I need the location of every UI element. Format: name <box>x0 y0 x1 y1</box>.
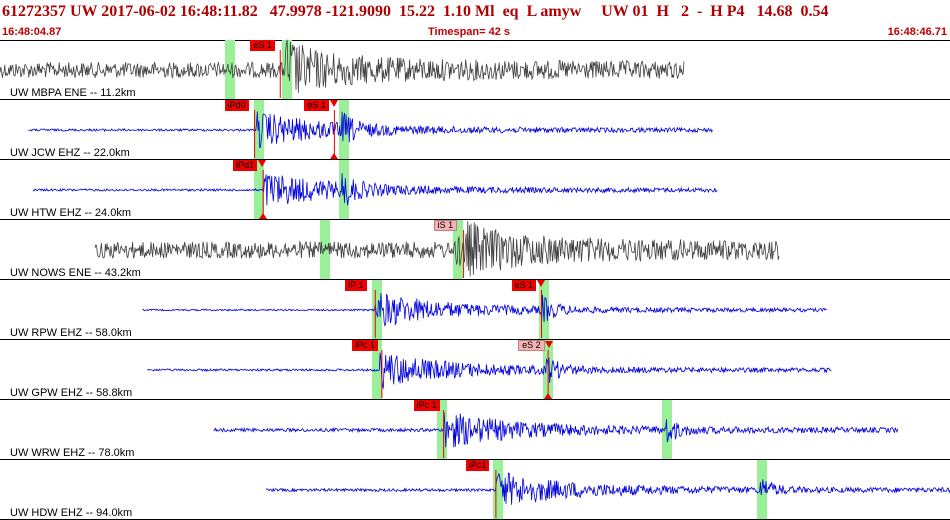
pick-window <box>253 160 264 219</box>
seismogram-panels[interactable]: eS 1 UW MBPA ENE -- 11.2km iPd0 eS 1 UW JCW … <box>0 39 950 520</box>
waveform <box>147 350 832 398</box>
pick-window <box>339 100 349 159</box>
station-panel[interactable]: iPc 1 eS 2 UW GPW EHZ -- 58.8km <box>0 340 950 400</box>
start-time: 16:48:04.87 <box>2 26 62 38</box>
station-panel[interactable]: iP 1 eS 1 UW RPW EHZ -- 58.0km <box>0 280 950 340</box>
pick-marker <box>544 393 553 399</box>
waveform <box>265 470 950 518</box>
pick-window <box>492 460 503 519</box>
phase-pick-flag[interactable]: iPd1 <box>233 160 267 171</box>
station-label: UW NOWS ENE -- 43.2km <box>10 267 141 279</box>
station-label: UW HDW EHZ -- 94.0km <box>10 507 133 519</box>
waveform-trace <box>265 472 950 505</box>
waveform <box>94 221 780 278</box>
station-panel[interactable]: iS 1 UW NOWS ENE -- 43.2km <box>0 220 950 280</box>
waveform <box>32 170 718 218</box>
phase-pick-flag[interactable]: eS 2 <box>518 340 553 351</box>
station-label: UW HTW EHZ -- 24.0km <box>10 207 131 219</box>
station-label: UW MBPA ENE -- 11.2km <box>10 87 136 99</box>
waveform <box>213 410 899 458</box>
phase-pick-flag[interactable]: iP 1 <box>345 280 367 291</box>
waveform-trace <box>0 39 685 93</box>
waveform-trace <box>32 173 718 206</box>
station-panel[interactable]: iPc1 UW HDW EHZ -- 94.0km <box>0 460 950 520</box>
station-panel[interactable]: iPd1 UW HTW EHZ -- 24.0km <box>0 160 950 220</box>
waveform <box>0 39 685 98</box>
pick-window <box>282 40 292 99</box>
phase-pick-flag[interactable]: iPc 1 <box>351 340 378 351</box>
event-title: 61272357 UW 2017-06-02 16:48:11.82 47.99… <box>2 3 829 20</box>
phase-pick-flag[interactable]: iPc1 <box>465 460 490 471</box>
waveform-trace <box>147 352 832 389</box>
timespan-label: Timespan= 42 s <box>428 26 511 38</box>
station-panel[interactable]: iPc 1 UW WRW EHZ -- 78.0km <box>0 400 950 460</box>
station-panel[interactable]: iPd0 eS 1 UW JCW EHZ -- 22.0km <box>0 100 950 160</box>
phase-pick-flag[interactable]: iPd0 <box>224 100 249 111</box>
station-panel[interactable]: eS 1 UW MBPA ENE -- 11.2km <box>0 39 950 100</box>
phase-pick-flag[interactable]: eS 1 <box>511 280 545 291</box>
phase-pick-flag[interactable]: iS 1 <box>433 220 458 231</box>
phase-pick-flag[interactable]: eS 1 <box>250 40 275 51</box>
pick-marker <box>330 153 339 159</box>
end-time: 16:48:46.71 <box>887 26 947 38</box>
waveform-trace <box>142 293 827 327</box>
phase-pick-flag[interactable]: eS 1 <box>304 100 338 111</box>
event-header: 61272357 UW 2017-06-02 16:48:11.82 47.99… <box>0 0 950 41</box>
station-label: UW WRW EHZ -- 78.0km <box>10 447 135 459</box>
waveform <box>142 290 827 338</box>
waveform-trace <box>213 412 899 448</box>
pick-window <box>225 40 235 99</box>
pick-marker <box>259 213 268 219</box>
waveform <box>28 110 713 158</box>
phase-pick-flag[interactable]: iPc 1 <box>413 400 440 411</box>
pick-window <box>372 280 383 339</box>
waveform-trace <box>94 221 780 277</box>
waveform-trace <box>28 111 713 149</box>
station-label: UW JCW EHZ -- 22.0km <box>10 147 130 159</box>
station-label: UW RPW EHZ -- 58.0km <box>10 327 132 339</box>
station-label: UW GPW EHZ -- 58.8km <box>10 387 133 399</box>
